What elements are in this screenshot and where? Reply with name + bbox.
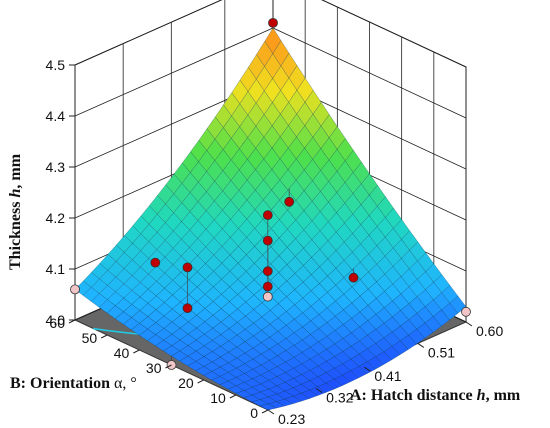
z-axis-label-main: Thickness [7, 198, 24, 270]
design-point [262, 210, 273, 221]
a-tick-mark [364, 366, 371, 372]
b-axis-label-unit: , ° [122, 375, 136, 392]
design-point [461, 306, 471, 317]
z-tick-label: 4.3 [46, 159, 66, 175]
b-axis-label: B: Orientation α, ° [10, 375, 137, 392]
b-tick-label: 20 [178, 375, 194, 391]
b-tick-label: 0 [250, 405, 258, 421]
design-point [150, 257, 161, 268]
b-axis-label-symbol: α [114, 375, 123, 392]
b-tick-label: 60 [49, 315, 65, 331]
a-tick-label: 0.60 [476, 323, 503, 339]
design-point [262, 266, 273, 277]
design-point [70, 284, 80, 295]
design-point [268, 17, 278, 28]
a-tick-mark [465, 321, 473, 327]
b-tick-mark [68, 319, 76, 324]
z-tick-label: 4.4 [46, 108, 66, 124]
b-tick-mark [197, 379, 204, 384]
z-tick-label: 4.0 [46, 312, 66, 328]
design-point [182, 303, 193, 314]
b-tick-mark [229, 394, 237, 399]
axis-ticks: 4.0 4.1 4.2 4.3 4.4 4.5 0.23 0.32 0.41 0.51 0.60 0 1… [46, 57, 504, 427]
a-tick-label: 0.51 [428, 344, 455, 360]
z-axis-label: Thickness h, mm [7, 153, 24, 270]
b-tick-label: 10 [210, 390, 226, 406]
design-point [262, 281, 273, 292]
a-axis-label-unit: , mm [486, 387, 521, 404]
b-tick-mark [165, 364, 172, 369]
a-axis-label-symbol: h [477, 387, 486, 404]
a-tick-mark [315, 388, 323, 394]
b-tick-label: 30 [146, 360, 162, 376]
design-point [262, 235, 273, 246]
a-axis-label: A: Hatch distance h, mm [350, 387, 521, 404]
b-tick-label: 50 [82, 330, 98, 346]
design-point [348, 272, 359, 283]
b-tick-mark [100, 334, 108, 339]
a-tick-mark [267, 409, 275, 415]
a-axis-label-main: A: Hatch distance [350, 387, 477, 404]
z-tick-label: 4.2 [46, 210, 66, 226]
z-axis-label-unit: , mm [7, 153, 24, 188]
b-tick-label: 40 [114, 345, 130, 361]
z-tick-label: 4.1 [46, 261, 66, 277]
design-points [70, 17, 471, 370]
a-tick-mark [417, 342, 425, 348]
b-tick-mark [261, 409, 269, 414]
design-point [284, 196, 295, 207]
design-point [262, 291, 273, 302]
design-point [182, 262, 193, 273]
z-axis-label-symbol: h [7, 189, 24, 198]
b-tick-mark [133, 349, 140, 354]
a-tick-label: 0.41 [374, 368, 401, 384]
a-tick-label: 0.32 [326, 390, 353, 406]
response-surface [74, 27, 467, 411]
b-axis-label-main: B: Orientation [10, 375, 114, 392]
z-tick-label: 4.5 [46, 57, 66, 73]
surface-cell [259, 403, 277, 411]
a-tick-label: 0.23 [278, 411, 305, 427]
